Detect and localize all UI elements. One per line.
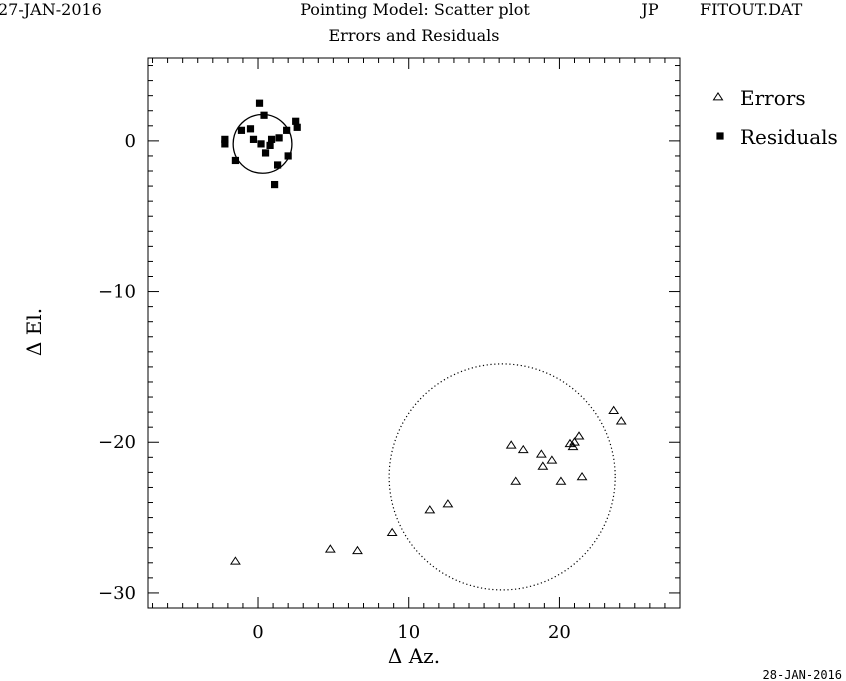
y-tick-label: −10 [98, 282, 136, 303]
residual-point [283, 126, 291, 134]
y-axis-label: Δ El. [22, 308, 46, 356]
header-date: 27-JAN-2016 [0, 0, 102, 19]
residual-point [292, 117, 300, 125]
error-point [569, 437, 580, 446]
residual-point [255, 99, 264, 107]
error-point [386, 527, 398, 536]
header-filename: FITOUT.DAT [700, 0, 803, 19]
residual-point [260, 111, 268, 119]
axes: 0 10 20 0 −10 −20 −30 [98, 57, 681, 643]
data-points [221, 99, 627, 565]
residual-point [274, 161, 282, 169]
error-point [608, 405, 620, 414]
errors-circle [388, 363, 616, 591]
error-point [424, 505, 436, 514]
error-point [546, 455, 558, 464]
error-point [510, 476, 522, 485]
plot-title: Pointing Model: Scatter plot [300, 0, 530, 19]
legend-marker-residuals [716, 132, 724, 140]
error-point [576, 471, 588, 481]
residual-point [266, 141, 274, 149]
residual-point [221, 135, 229, 143]
error-point [567, 441, 579, 451]
residual-point [293, 123, 301, 131]
error-point [517, 444, 529, 454]
error-point [555, 476, 567, 485]
x-tick-label: 0 [252, 622, 263, 643]
plot-frame [147, 57, 681, 609]
legend: Errors Residuals [712, 86, 838, 149]
residual-point [275, 134, 283, 142]
error-point [615, 416, 627, 425]
legend-label: Residuals [740, 125, 838, 149]
header-initials: JP [639, 0, 658, 19]
residual-point [284, 152, 292, 160]
legend-marker-errors [712, 92, 724, 101]
residual-point [267, 135, 276, 143]
error-point [535, 449, 547, 458]
residual-point [246, 125, 255, 133]
residual-point [270, 180, 279, 189]
residual-point [261, 149, 270, 157]
residual-point [249, 135, 258, 143]
residual-point [231, 156, 240, 165]
x-tick-label: 10 [397, 622, 420, 643]
dispersion-circles [232, 113, 616, 591]
x-axis-label: Δ Az. [388, 644, 440, 668]
residual-point [221, 140, 229, 148]
residual-point [237, 126, 246, 134]
y-tick-label: −30 [98, 583, 136, 604]
residual-point [257, 140, 265, 148]
x-tick-label: 20 [548, 622, 571, 643]
error-point [324, 544, 336, 553]
y-tick-label: 0 [125, 131, 136, 152]
y-tick-label: −20 [98, 432, 136, 453]
error-point [537, 461, 549, 470]
error-point [229, 556, 241, 565]
footer-date: 28-JAN-2016 [763, 668, 842, 681]
legend-label: Errors [740, 86, 806, 110]
error-point [573, 431, 585, 440]
plot-subtitle: Errors and Residuals [329, 26, 500, 45]
error-point [505, 440, 517, 449]
error-point [352, 545, 363, 555]
error-point [442, 499, 454, 508]
